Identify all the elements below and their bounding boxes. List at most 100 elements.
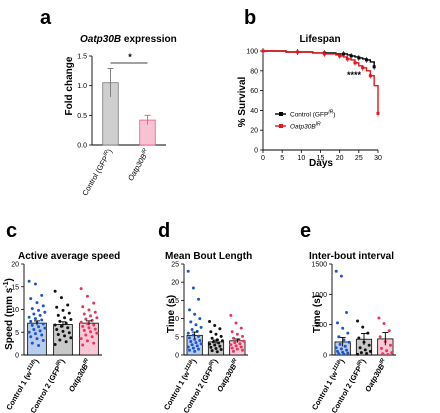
d-ytick-label: 10 xyxy=(171,316,179,323)
b-xtick-label: 15 xyxy=(317,155,325,162)
panel-a-ylabel: Fold change xyxy=(64,56,75,115)
panel-a-expression: a Oatp30B expression Fold change 0.0 0.5 1… xyxy=(40,7,177,197)
d-data-point xyxy=(235,347,239,351)
b-ytick-label: 60 xyxy=(250,88,258,95)
c-data-point xyxy=(37,343,41,347)
c-x-category-main: Control 1 (w xyxy=(4,369,34,411)
panel-a-x-categories: Control (GFPIR)Oatp30BIR xyxy=(80,147,148,197)
panel-c-speed: c Active average speed Speed (mm s-1) 0 5… xyxy=(3,220,120,413)
e-data-point xyxy=(367,343,371,347)
c-data-point xyxy=(81,324,85,328)
e-data-point xyxy=(377,316,381,320)
d-data-point xyxy=(209,345,213,349)
e-data-point xyxy=(363,348,367,352)
d-data-point xyxy=(190,343,194,347)
d-data-point xyxy=(188,308,192,312)
d-data-point xyxy=(208,320,212,324)
e-x-category-main: Oatp30B xyxy=(363,362,387,394)
c-x-category-main: Control 2 (GFP xyxy=(28,364,62,413)
c-data-point xyxy=(66,303,70,307)
d-ytick-label: 5 xyxy=(175,334,179,341)
panel-a-title-rest: expression xyxy=(121,34,177,45)
c-data-point xyxy=(81,305,85,309)
d-data-point xyxy=(210,336,214,340)
d-data-point xyxy=(239,345,243,349)
a-ytick-label: 0.5 xyxy=(77,113,87,120)
panel-letter-e: e xyxy=(300,220,311,242)
panel-c-bars xyxy=(27,279,99,356)
b-legend-suffix-0: ) xyxy=(333,112,335,119)
e-x-category-sup: IR xyxy=(356,360,364,368)
c-data-point xyxy=(64,321,68,325)
e-data-point xyxy=(336,349,340,353)
d-data-point xyxy=(186,331,190,335)
c-data-point xyxy=(67,331,71,335)
c-data-point xyxy=(30,307,34,311)
d-data-point xyxy=(191,346,195,350)
e-data-point xyxy=(368,349,372,353)
c-data-point xyxy=(82,312,86,316)
c-data-point xyxy=(69,336,73,340)
d-data-point xyxy=(220,339,224,343)
c-data-point xyxy=(93,310,97,314)
e-data-point xyxy=(337,335,341,339)
panel-c-title: Active average speed xyxy=(18,251,120,262)
c-data-point xyxy=(29,319,33,323)
panel-b-series xyxy=(261,48,380,117)
c-data-point xyxy=(37,308,41,312)
c-data-point xyxy=(35,337,39,341)
c-data-point xyxy=(58,319,62,323)
c-data-point xyxy=(63,316,67,320)
panel-e-x-categories: Control 1 (w1118)Control 2 (GFPIR)Oatp30… xyxy=(310,357,387,413)
d-data-point xyxy=(186,269,190,273)
d-data-point xyxy=(230,346,234,350)
panel-b-lifespan: b Lifespan % Survival Days 0204060801000… xyxy=(237,7,382,169)
e-data-point xyxy=(366,331,370,335)
c-data-point xyxy=(87,308,91,312)
d-data-point xyxy=(193,349,197,353)
e-data-point xyxy=(339,347,343,351)
d-data-point xyxy=(211,340,215,344)
c-data-point xyxy=(40,318,44,322)
c-ytick-label: 0 xyxy=(15,353,19,360)
d-data-point xyxy=(229,343,233,347)
b-legend-sup-1: IR xyxy=(316,122,321,128)
panel-a-bars xyxy=(102,62,156,146)
e-ytick-label: 1500 xyxy=(311,262,327,269)
d-data-point xyxy=(190,328,194,332)
c-data-point xyxy=(53,343,57,347)
panel-letter-c: c xyxy=(6,220,17,242)
c-data-point xyxy=(56,333,60,337)
b-xtick-label: 5 xyxy=(280,155,284,162)
c-data-point xyxy=(84,333,88,337)
d-data-point xyxy=(198,317,202,321)
c-data-point xyxy=(92,341,96,345)
c-ytick-label: 10 xyxy=(11,307,19,314)
panel-a-significance: * xyxy=(128,52,132,62)
d-data-point xyxy=(219,334,223,338)
a-x-category-sup: IR xyxy=(102,150,110,158)
e-data-point xyxy=(381,352,385,356)
d-data-point xyxy=(197,347,201,351)
d-data-point xyxy=(199,325,203,329)
c-data-point xyxy=(67,311,71,315)
d-data-point xyxy=(239,326,243,330)
d-data-point xyxy=(219,348,223,352)
e-ytick-label: 1000 xyxy=(311,292,327,299)
panel-e-title: Inter-bout interval xyxy=(309,251,394,262)
c-data-point xyxy=(61,308,65,312)
d-data-point xyxy=(234,321,238,325)
d-x-category-suffix: ) xyxy=(189,357,198,364)
e-x-category-suffix: ) xyxy=(359,357,368,364)
c-data-point xyxy=(29,297,33,301)
b-xtick-label: 0 xyxy=(261,155,265,162)
c-data-point xyxy=(27,330,31,334)
e-data-point xyxy=(334,346,338,350)
d-data-point xyxy=(199,342,203,346)
c-data-point xyxy=(41,322,45,326)
d-ytick-label: 25 xyxy=(171,262,179,269)
e-x-category-sup: IR xyxy=(379,357,387,365)
panel-b-xlabel: Days xyxy=(309,158,333,169)
e-data-point xyxy=(356,319,360,323)
d-data-point xyxy=(242,339,246,343)
